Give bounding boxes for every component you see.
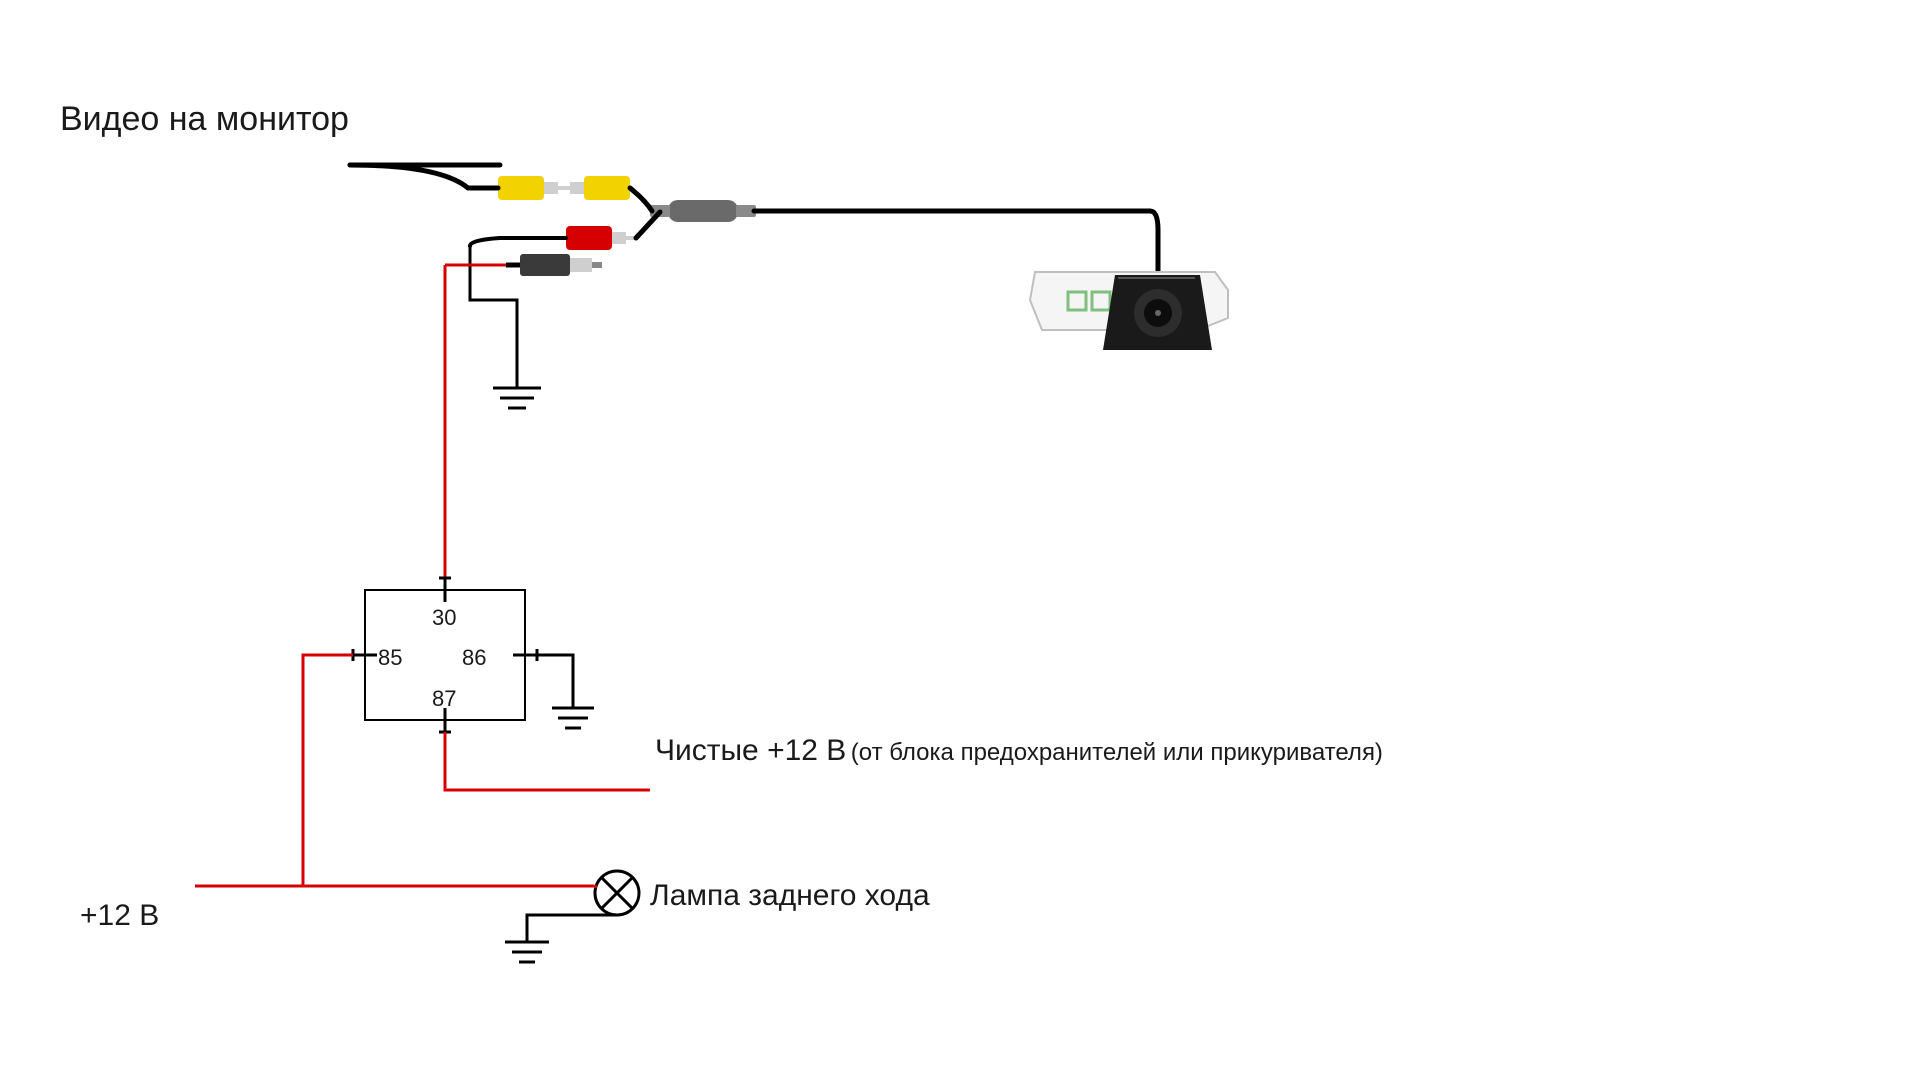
rca-yellow-pair bbox=[350, 165, 630, 200]
wire-85-to-12v bbox=[195, 655, 353, 886]
camera-body bbox=[1103, 275, 1212, 350]
label-clean-12v: Чистые +12 В (от блока предохранителей и… bbox=[655, 734, 1383, 767]
relay-pin-85: 85 bbox=[378, 645, 402, 670]
wire-split-black bbox=[470, 238, 500, 246]
relay-pin-87: 87 bbox=[432, 686, 456, 711]
dc-barrel-plug bbox=[520, 254, 602, 276]
label-video-to-monitor: Видео на монитор bbox=[60, 100, 349, 138]
label-plus-12v: +12 В bbox=[80, 899, 159, 932]
wire-y-to-barrel bbox=[630, 188, 652, 211]
coax-barrel bbox=[650, 200, 756, 222]
wire-red-lead bbox=[636, 212, 660, 238]
ground-symbol-3 bbox=[505, 942, 549, 962]
ground-symbol-1 bbox=[493, 370, 541, 408]
wire-87-clean12v bbox=[445, 732, 650, 790]
label-clean-12v-main: Чистые +12 В bbox=[655, 734, 846, 767]
lamp-symbol bbox=[595, 871, 639, 915]
label-clean-12v-sub: (от блока предохранителей или прикуриват… bbox=[851, 739, 1383, 766]
wire-86-ground bbox=[537, 655, 573, 708]
relay-pin-86: 86 bbox=[462, 645, 486, 670]
label-reverse-lamp: Лампа заднего хода bbox=[650, 879, 930, 912]
relay-pin-30: 30 bbox=[432, 605, 456, 630]
wiring-diagram: Видео на монитор bbox=[0, 0, 1920, 1080]
rca-red-plug bbox=[566, 226, 636, 250]
wire-lamp-ground bbox=[527, 915, 617, 942]
ground-symbol-2 bbox=[552, 708, 594, 728]
wire-barrel-to-camera bbox=[754, 211, 1158, 278]
